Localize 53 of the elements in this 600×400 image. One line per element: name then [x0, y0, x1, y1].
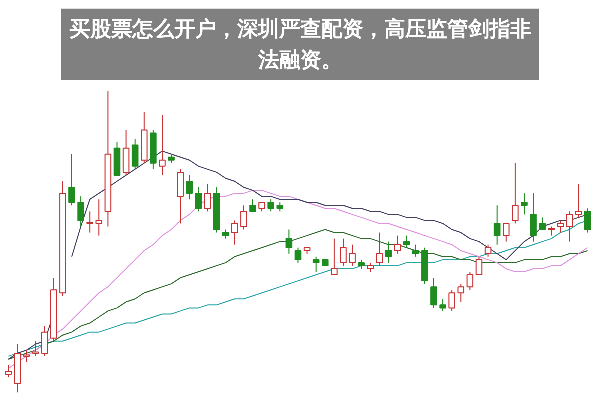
- candlestick: [250, 199, 256, 212]
- candlestick: [557, 220, 564, 234]
- candlestick: [575, 184, 582, 218]
- candlestick: [502, 223, 510, 242]
- candlestick: [159, 114, 166, 176]
- candlestick: [32, 340, 40, 357]
- candlestick: [41, 326, 48, 357]
- candlestick: [458, 284, 465, 303]
- candlestick: [186, 174, 194, 200]
- candlestick: [268, 199, 274, 212]
- candlestick: [367, 262, 374, 272]
- candlestick: [494, 205, 501, 246]
- candlestick: [340, 238, 347, 266]
- candlestick: [86, 211, 94, 234]
- candlestick: [68, 154, 76, 206]
- candlestick: [403, 235, 410, 248]
- candlestick: [584, 208, 592, 234]
- candlestick: [312, 256, 320, 272]
- candlestick: [331, 238, 338, 276]
- candlestick: [448, 290, 456, 312]
- candlestick: [294, 247, 302, 264]
- candlestick: [258, 202, 266, 212]
- candlestick: [96, 199, 103, 236]
- candlestick: [466, 271, 474, 291]
- candlestick: [5, 365, 12, 378]
- candlestick: [240, 205, 248, 230]
- candlestick: [349, 244, 356, 266]
- candlestick: [132, 138, 139, 170]
- candlestick: [539, 217, 546, 230]
- candlestick: [231, 220, 238, 246]
- chart-title: 买股票怎么开户，深圳严查配资，高压监管剑指非法融资。: [70, 16, 532, 72]
- candlestick: [168, 154, 175, 164]
- candlestick: [412, 244, 420, 258]
- candlestick: [276, 202, 284, 212]
- candlestick: [484, 244, 492, 258]
- candlestick: [530, 193, 537, 242]
- candlestick: [548, 226, 556, 236]
- candlestick: [23, 350, 30, 363]
- candlestick: [286, 229, 293, 254]
- candlestick: [521, 193, 528, 216]
- candlestick: [358, 259, 365, 270]
- candlestick: [430, 278, 438, 309]
- candlestick: [385, 241, 392, 264]
- candlestick: [222, 229, 230, 240]
- candlestick: [440, 298, 446, 312]
- candlestick: [476, 256, 483, 276]
- candlestick: [204, 184, 212, 212]
- candlestick: [195, 187, 202, 212]
- candlestick: [78, 196, 84, 228]
- candlestick: [566, 211, 574, 242]
- candlestick: [376, 232, 384, 266]
- candlestick: [512, 162, 519, 224]
- candlestick: [394, 235, 402, 254]
